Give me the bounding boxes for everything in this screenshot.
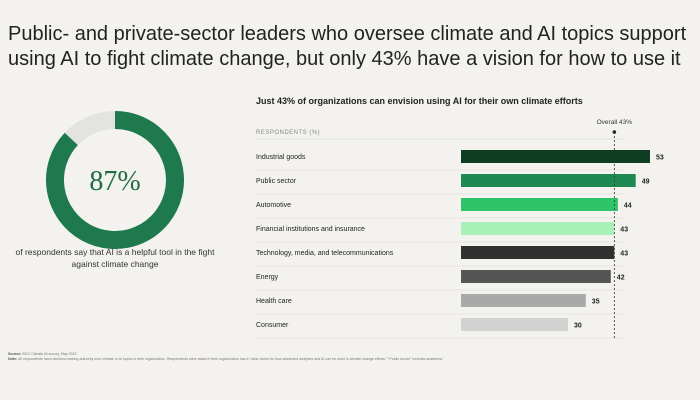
category-label: Health care (256, 298, 292, 305)
footer: Source: BCG Climate AI survey, May 2022 … (8, 352, 692, 362)
donut-caption: of respondents say that AI is a helpful … (15, 247, 215, 269)
bar (461, 246, 615, 259)
category-label: Energy (256, 274, 279, 281)
donut-value-label: 87% (89, 166, 140, 197)
bar-value-label: 35 (592, 299, 600, 306)
bar-value-label: 42 (617, 275, 625, 282)
bar (461, 270, 611, 283)
overall-reference-label: Overall 43% (597, 119, 633, 126)
note-text: All respondents have decision-making aut… (18, 357, 443, 361)
donut-panel: 87% of respondents say that AI is a help… (10, 108, 220, 308)
bar-value-label: 49 (642, 179, 650, 186)
category-label: Industrial goods (256, 154, 306, 161)
headline: Public- and private-sector leaders who o… (8, 23, 687, 70)
footer-note: Note: All respondents have decision-maki… (8, 357, 692, 362)
bar (461, 174, 636, 187)
category-label: Consumer (256, 322, 289, 329)
bar-chart: RESPONDENTS (%) Industrial goods 53 Public… (256, 119, 664, 339)
footer-source: Source: BCG Climate AI survey, May 2022 (8, 352, 692, 357)
bar (461, 318, 568, 331)
chart-title: Just 43% of organizations can envision u… (256, 96, 583, 106)
bar (461, 294, 586, 307)
bar-value-label: 44 (624, 203, 632, 210)
reference-line-group: Overall 43% (597, 119, 633, 338)
bars-layer: Industrial goods 53 Public sector 49 Automot… (256, 150, 664, 339)
donut-chart: 87% (46, 111, 184, 249)
bar (461, 222, 615, 235)
overall-reference-marker (612, 130, 617, 134)
category-label: Financial institutions and insurance (256, 226, 365, 233)
column-header: RESPONDENTS (%) (256, 130, 320, 136)
bar (461, 150, 650, 163)
bar-value-label: 30 (574, 323, 582, 330)
bar (461, 198, 618, 211)
donut-value-arc (46, 111, 184, 249)
bar-value-label: 43 (620, 227, 628, 234)
bar-value-label: 53 (656, 155, 664, 162)
category-label: Public sector (256, 178, 297, 185)
category-label: Automotive (256, 202, 291, 209)
source-label: Source: (8, 352, 22, 356)
note-label: Note: (8, 357, 18, 361)
bar-value-label: 43 (620, 251, 628, 258)
category-label: Technology, media, and telecommunication… (256, 250, 394, 257)
source-text: BCG Climate AI survey, May 2022 (22, 352, 77, 356)
